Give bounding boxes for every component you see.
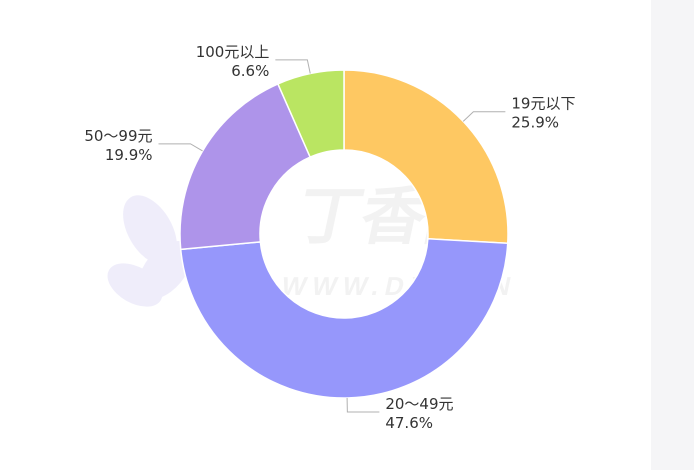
slice-percent-label-2: 19.9%: [105, 146, 153, 164]
slice-category-label-1: 20～49元: [385, 395, 453, 413]
watermark-flower-icon: [107, 195, 192, 307]
donut-slice-2[interactable]: [179, 82, 312, 251]
donut-slice-0[interactable]: [343, 69, 509, 245]
slices-group: [179, 69, 509, 399]
slice-percent-label-1: 47.6%: [385, 414, 433, 432]
slice-percent-label-3: 6.6%: [231, 62, 269, 80]
leader-lines-group: [158, 59, 506, 413]
leader-line-2: [158, 143, 203, 152]
slice-category-label-2: 50～99元: [84, 127, 152, 145]
side-panel-edge: [651, 0, 694, 470]
leader-line-1: [346, 397, 380, 413]
slice-category-label-0: 19元以下: [511, 95, 575, 113]
leader-line-3: [275, 59, 311, 74]
leader-line-0: [462, 111, 506, 122]
donut-slice-3[interactable]: [276, 69, 345, 159]
donut-slice-1[interactable]: [179, 237, 509, 399]
slice-category-label-3: 100元以上: [196, 43, 270, 61]
slice-percent-label-0: 25.9%: [511, 114, 559, 132]
